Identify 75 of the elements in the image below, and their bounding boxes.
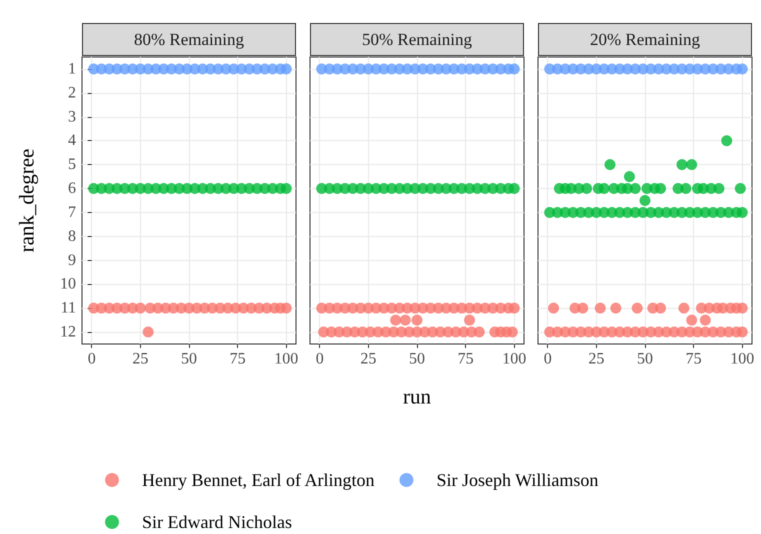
chart-title: 80% Remaining	[134, 30, 245, 49]
point	[736, 326, 748, 338]
point	[508, 302, 520, 314]
point	[713, 183, 724, 194]
y-tick-label: 10	[60, 276, 76, 293]
x-tick-label: 0	[544, 350, 552, 368]
point	[630, 183, 641, 194]
point	[655, 302, 666, 314]
point	[548, 302, 560, 314]
point	[736, 206, 748, 218]
point	[594, 302, 606, 314]
legend-label: Sir Edward Nicholas	[142, 512, 292, 532]
x-axis-title: run	[403, 384, 432, 408]
y-tick-label: 2	[68, 84, 76, 102]
y-tick-label: 11	[60, 300, 76, 317]
point	[598, 183, 610, 194]
x-tick-label: 25	[360, 350, 376, 368]
point	[508, 183, 520, 194]
y-tick-label: 12	[60, 324, 76, 341]
x-tick-label: 75	[230, 350, 246, 368]
point	[390, 314, 402, 326]
point	[577, 302, 588, 314]
point	[610, 302, 622, 314]
point	[736, 63, 748, 74]
legend-label: Henry Bennet, Earl of Arlington	[142, 470, 374, 490]
point	[632, 302, 643, 314]
point	[680, 183, 692, 194]
point	[400, 314, 411, 326]
x-tick-label: 75	[686, 350, 702, 368]
chart-title: 20% Remaining	[590, 30, 701, 49]
point	[736, 302, 748, 314]
y-tick-label: 6	[68, 180, 76, 198]
point	[734, 183, 746, 194]
y-tick-label: 9	[68, 252, 76, 269]
y-tick-label: 5	[68, 156, 76, 174]
x-tick-label: 100	[502, 350, 526, 368]
point	[624, 171, 635, 182]
x-tick-label: 50	[181, 350, 197, 368]
x-tick-label: 25	[588, 350, 604, 368]
y-tick-label: 1	[68, 60, 76, 78]
point	[676, 159, 688, 170]
point	[678, 302, 690, 314]
point	[655, 183, 666, 194]
x-tick-label: 25	[132, 350, 148, 368]
y-tick-label: 4	[68, 132, 76, 150]
point	[280, 302, 292, 314]
x-tick-label: 75	[458, 350, 474, 368]
point	[412, 314, 422, 326]
point	[604, 159, 616, 170]
point	[474, 326, 485, 338]
point	[686, 159, 698, 170]
y-tick-label: 7	[68, 204, 76, 221]
point	[700, 314, 711, 326]
x-tick-label: 100	[274, 350, 298, 368]
point	[640, 195, 650, 206]
point	[721, 135, 732, 146]
x-tick-label: 0	[88, 350, 96, 368]
legend-label: Sir Joseph Williamson	[436, 470, 598, 490]
point	[134, 302, 146, 314]
point	[508, 63, 520, 74]
y-tick-label: 3	[68, 108, 76, 126]
y-axis-title: rank_degree	[14, 148, 38, 252]
point	[280, 63, 292, 74]
x-tick-label: 50	[409, 350, 425, 368]
x-tick-label: 100	[730, 350, 754, 368]
chart-title: 50% Remaining	[362, 30, 473, 49]
y-tick-label: 8	[68, 228, 76, 245]
point	[280, 183, 292, 194]
x-tick-label: 0	[316, 350, 324, 368]
point	[581, 183, 592, 194]
point	[506, 326, 518, 338]
point	[686, 314, 698, 326]
point	[142, 326, 154, 338]
point	[464, 314, 476, 326]
x-tick-label: 50	[637, 350, 653, 368]
